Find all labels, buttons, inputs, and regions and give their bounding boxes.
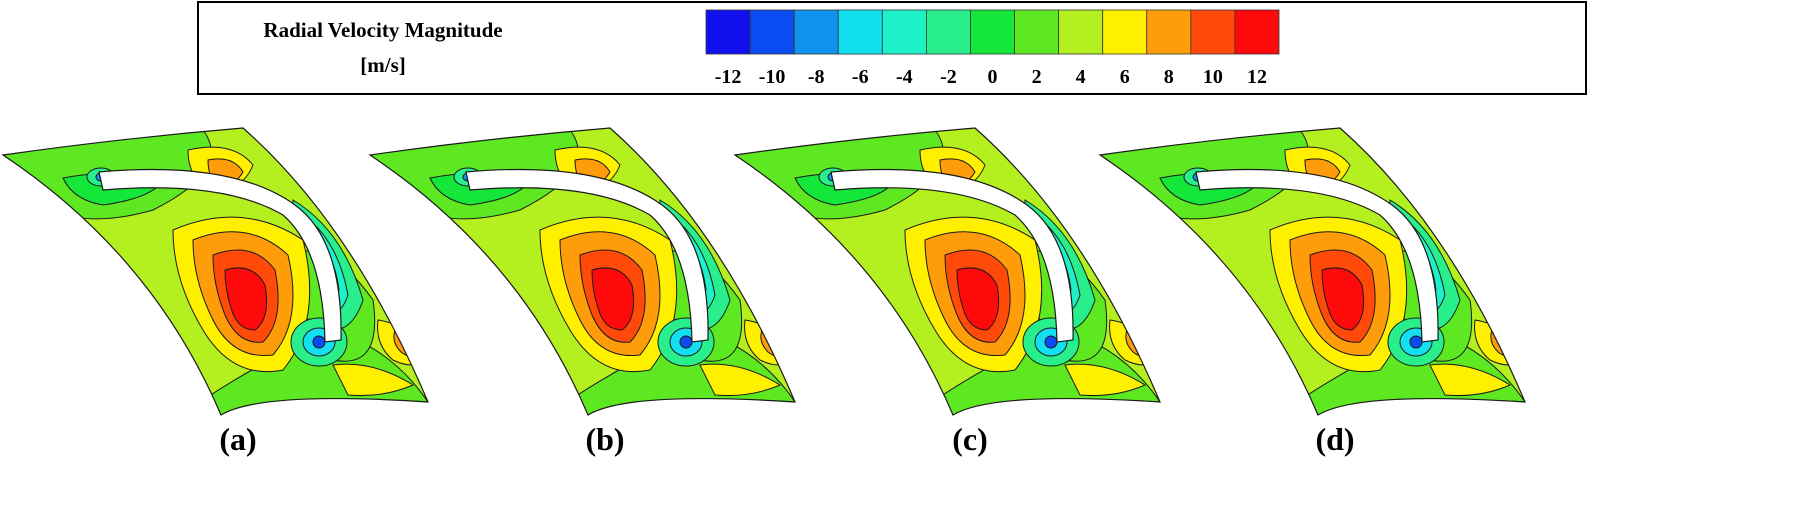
colorbar-legend: Radial Velocity Magnitude [m/s] -12 -10 -8… [197, 1, 1587, 95]
panel-b [360, 100, 820, 440]
colorbar-tick-label: 0 [988, 66, 998, 88]
colorbar-tick-label: 2 [1032, 66, 1042, 88]
colorbar-swatch [881, 9, 927, 55]
colorbar-swatch [749, 9, 795, 55]
colorbar-tick-label: -8 [808, 66, 825, 88]
panel-label-a: (a) [219, 421, 256, 457]
panel-label-c: (c) [952, 421, 988, 457]
colorbar-swatch [925, 9, 971, 55]
colorbar-swatch [1102, 9, 1148, 55]
legend-units: [m/s] [360, 53, 406, 77]
colorbar-swatch [1146, 9, 1192, 55]
colorbar-tick-label: 12 [1247, 66, 1267, 88]
colorbar-ticks: -12 -10 -8 -6 -4 -2 0 2 4 6 8 10 12 [715, 66, 1267, 88]
colorbar-swatch [837, 9, 883, 55]
colorbar-swatch [1014, 9, 1060, 55]
colorbar-tick-label: 6 [1120, 66, 1130, 88]
colorbar-tick-label: -10 [759, 66, 786, 88]
colorbar-tick-label: 10 [1203, 66, 1223, 88]
colorbar-swatch [1190, 9, 1236, 55]
colorbar-tick-label: 4 [1076, 66, 1086, 88]
panel-a [0, 100, 453, 440]
colorbar-swatch [705, 9, 751, 55]
colorbar-swatch [793, 9, 839, 55]
panel-label-d: (d) [1315, 421, 1354, 457]
colorbar-tick-label: 8 [1164, 66, 1174, 88]
colorbar-swatch [1058, 9, 1104, 55]
colorbar-swatch [1234, 9, 1280, 55]
panel-d [1090, 100, 1550, 440]
colorbar-swatch [970, 9, 1015, 55]
colorbar-tick-label: -6 [852, 66, 869, 88]
colorbar-tick-label: -2 [940, 66, 957, 88]
legend-title: Radial Velocity Magnitude [263, 18, 502, 42]
panel-label-b: (b) [585, 421, 624, 457]
colorbar [705, 9, 1280, 55]
colorbar-tick-label: -12 [715, 66, 742, 88]
colorbar-tick-label: -4 [896, 66, 913, 88]
panel-c [725, 100, 1185, 440]
